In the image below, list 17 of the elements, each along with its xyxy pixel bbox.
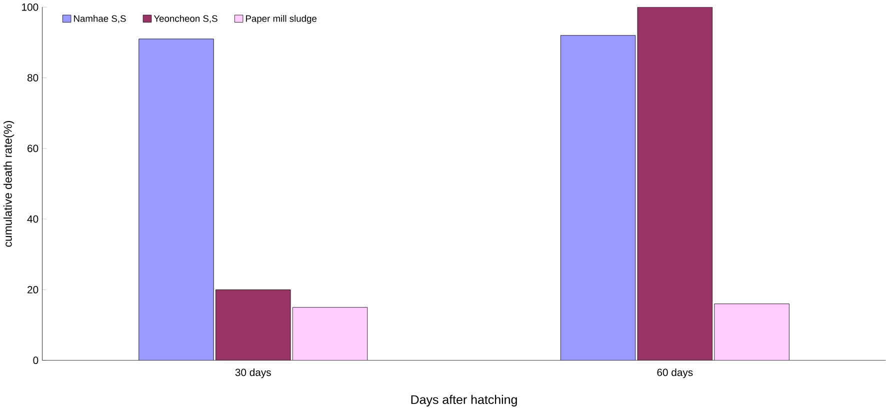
bar xyxy=(560,35,636,360)
bar xyxy=(714,304,790,360)
x-tick-label: 30 days xyxy=(235,368,271,378)
y-tick-label: 0 xyxy=(33,356,38,364)
y-tick-label: 20 xyxy=(28,286,38,294)
y-tick-label: 80 xyxy=(27,74,38,82)
bar xyxy=(292,307,368,360)
y-tick-label: 60 xyxy=(28,144,38,152)
bar xyxy=(138,38,214,360)
legend-label: Namhae S,S xyxy=(74,15,126,24)
legend-label: Yeoncheon S,S xyxy=(154,15,218,24)
legend-label: Paper mill sludge xyxy=(246,15,317,24)
y-axis-title: cumulative death rate(%) xyxy=(3,120,14,247)
x-axis-title: Days after hatching xyxy=(411,394,517,407)
y-tick-label: 40 xyxy=(27,215,38,223)
x-tick-label: 60 days xyxy=(657,368,693,378)
y-tick-label: 100 xyxy=(22,3,38,11)
